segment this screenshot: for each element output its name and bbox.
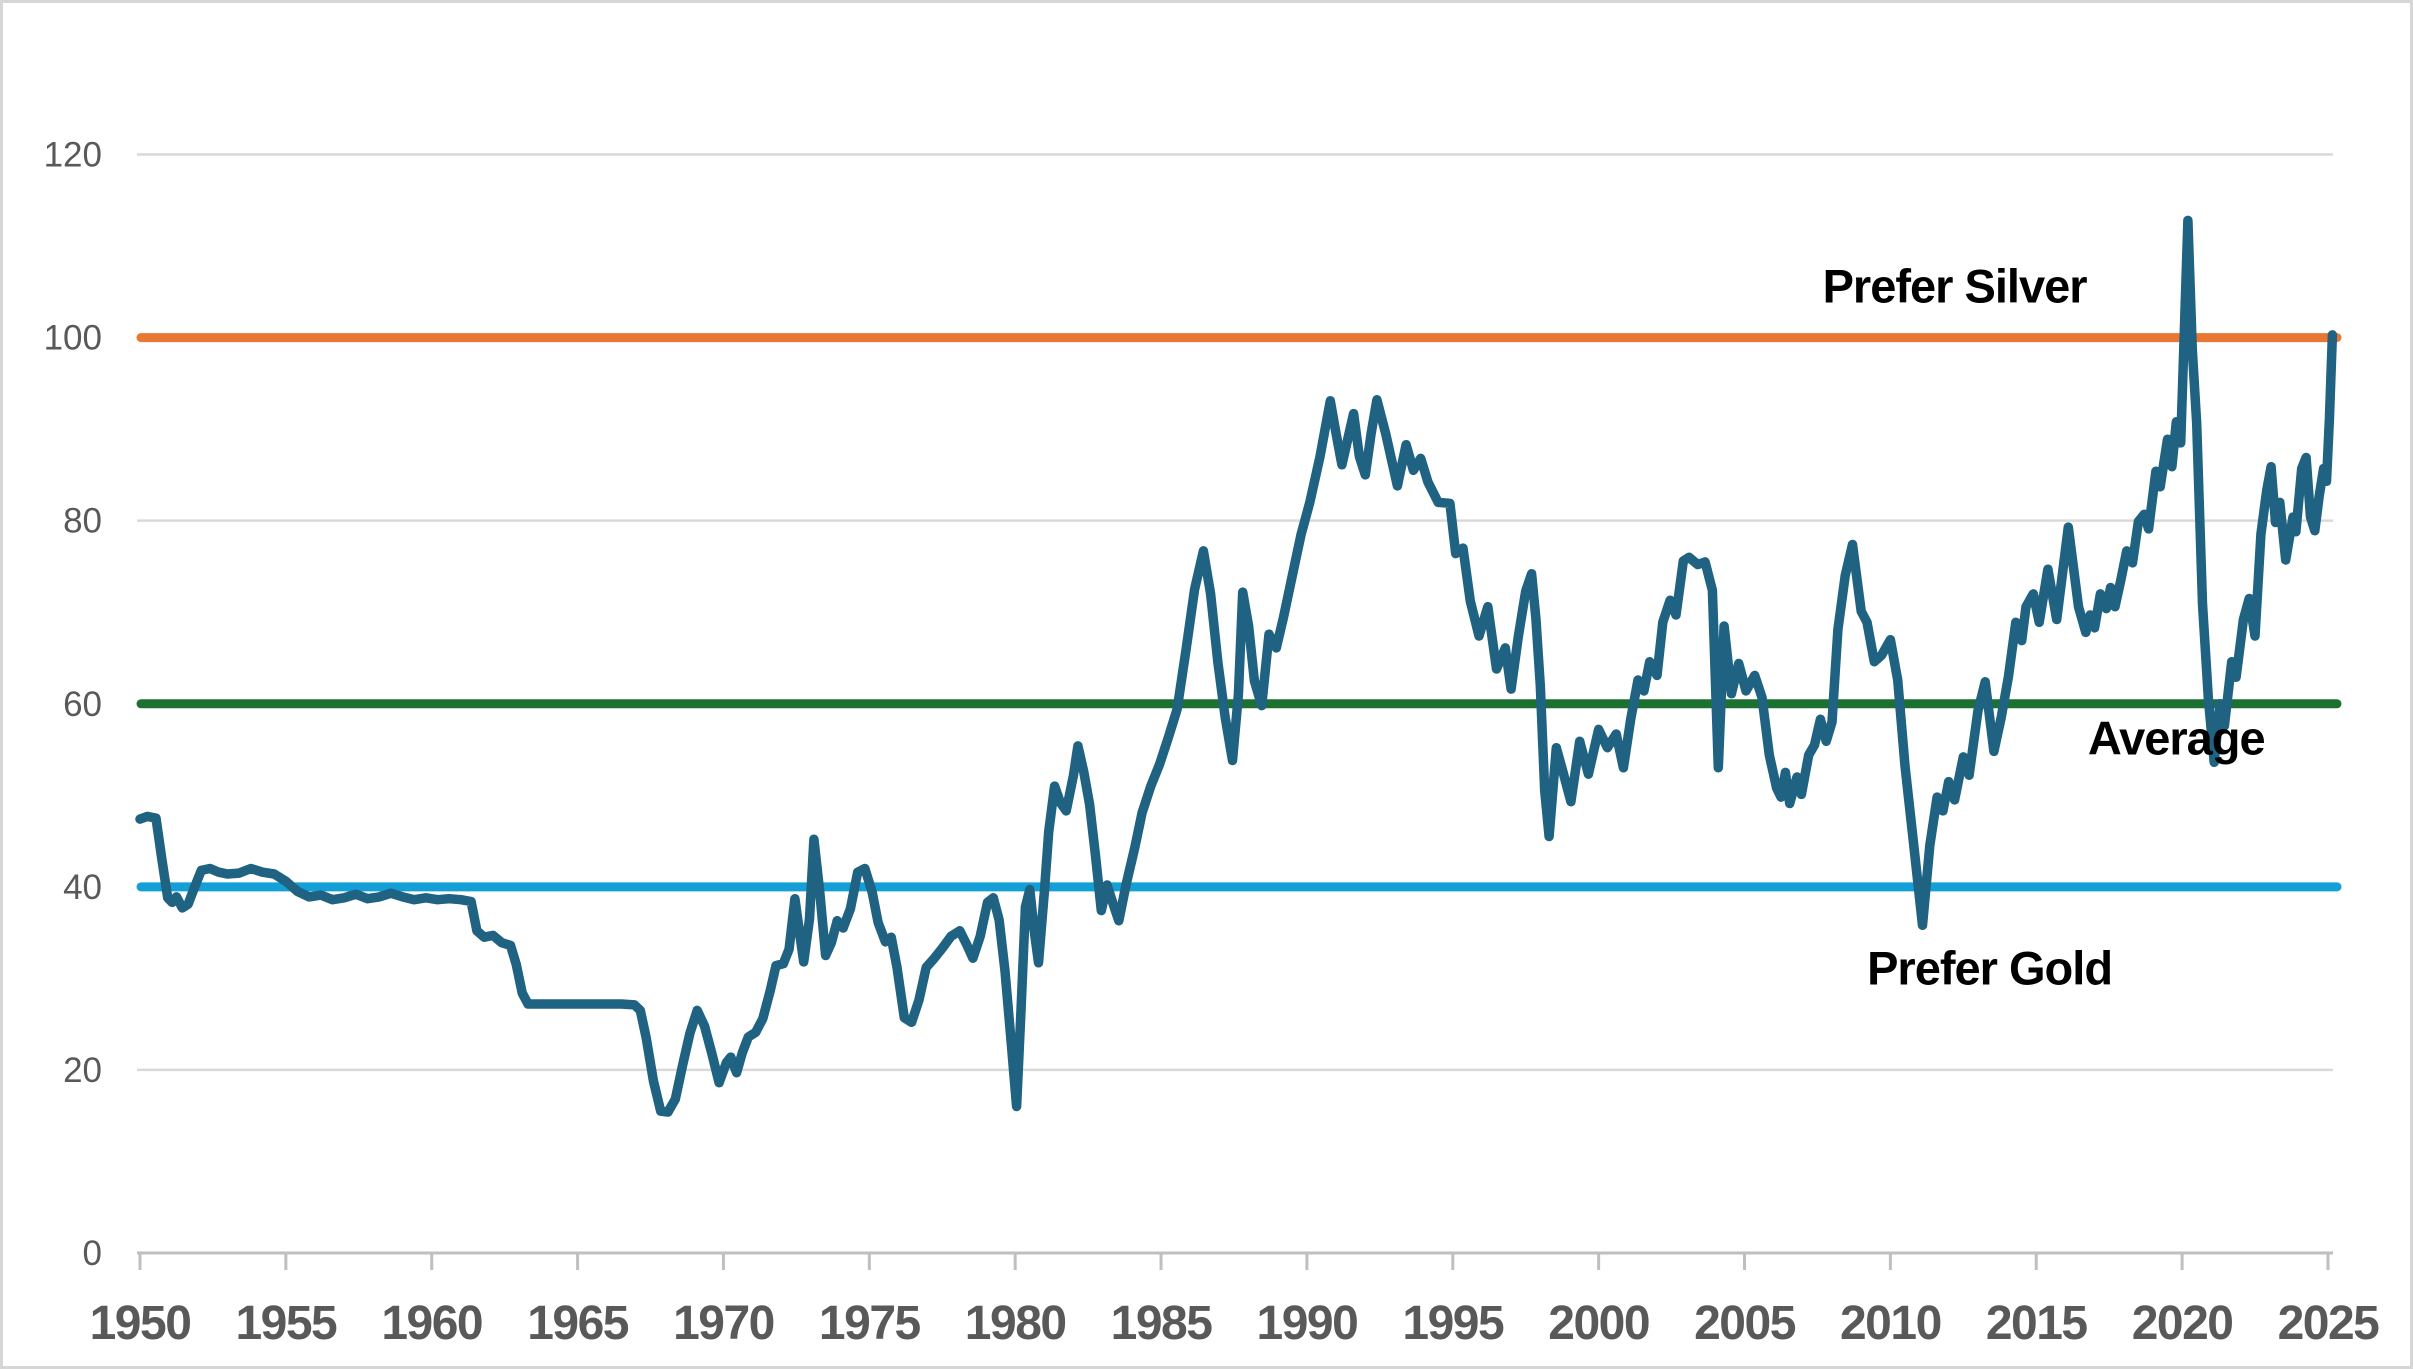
y-tick-label-0: 0 <box>83 1234 102 1273</box>
y-tick-label-20: 20 <box>63 1051 102 1090</box>
x-tick-label-1990: 1990 <box>1257 1297 1358 1350</box>
annotation-prefer-silver: Prefer Silver <box>1823 259 2088 312</box>
chart-canvas: 0 20 40 60 80 100 120 1950 1955 1960 1965 1970 1975… <box>44 136 2381 1350</box>
series-line-gold-silver-ratio <box>135 215 2338 1117</box>
x-tick-label-2020: 2020 <box>2132 1297 2233 1350</box>
x-tick-label-1970: 1970 <box>673 1297 774 1350</box>
y-tick-label-80: 80 <box>63 502 102 541</box>
y-tick-label-100: 100 <box>44 319 102 358</box>
annotation-prefer-gold: Prefer Gold <box>1867 941 2112 994</box>
y-tick-label-120: 120 <box>44 136 102 175</box>
x-tick-label-1985: 1985 <box>1111 1297 1213 1350</box>
x-tick-label-1950: 1950 <box>90 1297 191 1350</box>
data-series <box>135 215 2338 1117</box>
x-tick-label-1965: 1965 <box>527 1297 629 1350</box>
x-tick-label-2010: 2010 <box>1840 1297 1941 1350</box>
y-axis-labels: 0 20 40 60 80 100 120 <box>44 136 102 1273</box>
x-tick-label-2005: 2005 <box>1694 1297 1796 1350</box>
x-axis-labels: 1950 1955 1960 1965 1970 1975 1980 1985 1990 1995… <box>90 1297 2381 1350</box>
annotation-average: Average <box>2088 712 2265 765</box>
x-tick-label-1980: 1980 <box>965 1297 1066 1350</box>
x-tick-label-1995: 1995 <box>1402 1297 1504 1350</box>
x-tick-label-2025: 2025 <box>2278 1297 2380 1350</box>
y-tick-label-40: 40 <box>63 868 102 907</box>
x-axis <box>137 1251 2333 1270</box>
x-tick-label-1955: 1955 <box>235 1297 337 1350</box>
y-tick-label-60: 60 <box>63 685 102 724</box>
x-tick-label-2015: 2015 <box>1986 1297 2088 1350</box>
x-tick-label-1975: 1975 <box>819 1297 921 1350</box>
x-tick-label-2000: 2000 <box>1548 1297 1649 1350</box>
x-tick-label-1960: 1960 <box>381 1297 482 1350</box>
annotations: Prefer Silver Average Prefer Gold <box>1823 259 2266 994</box>
